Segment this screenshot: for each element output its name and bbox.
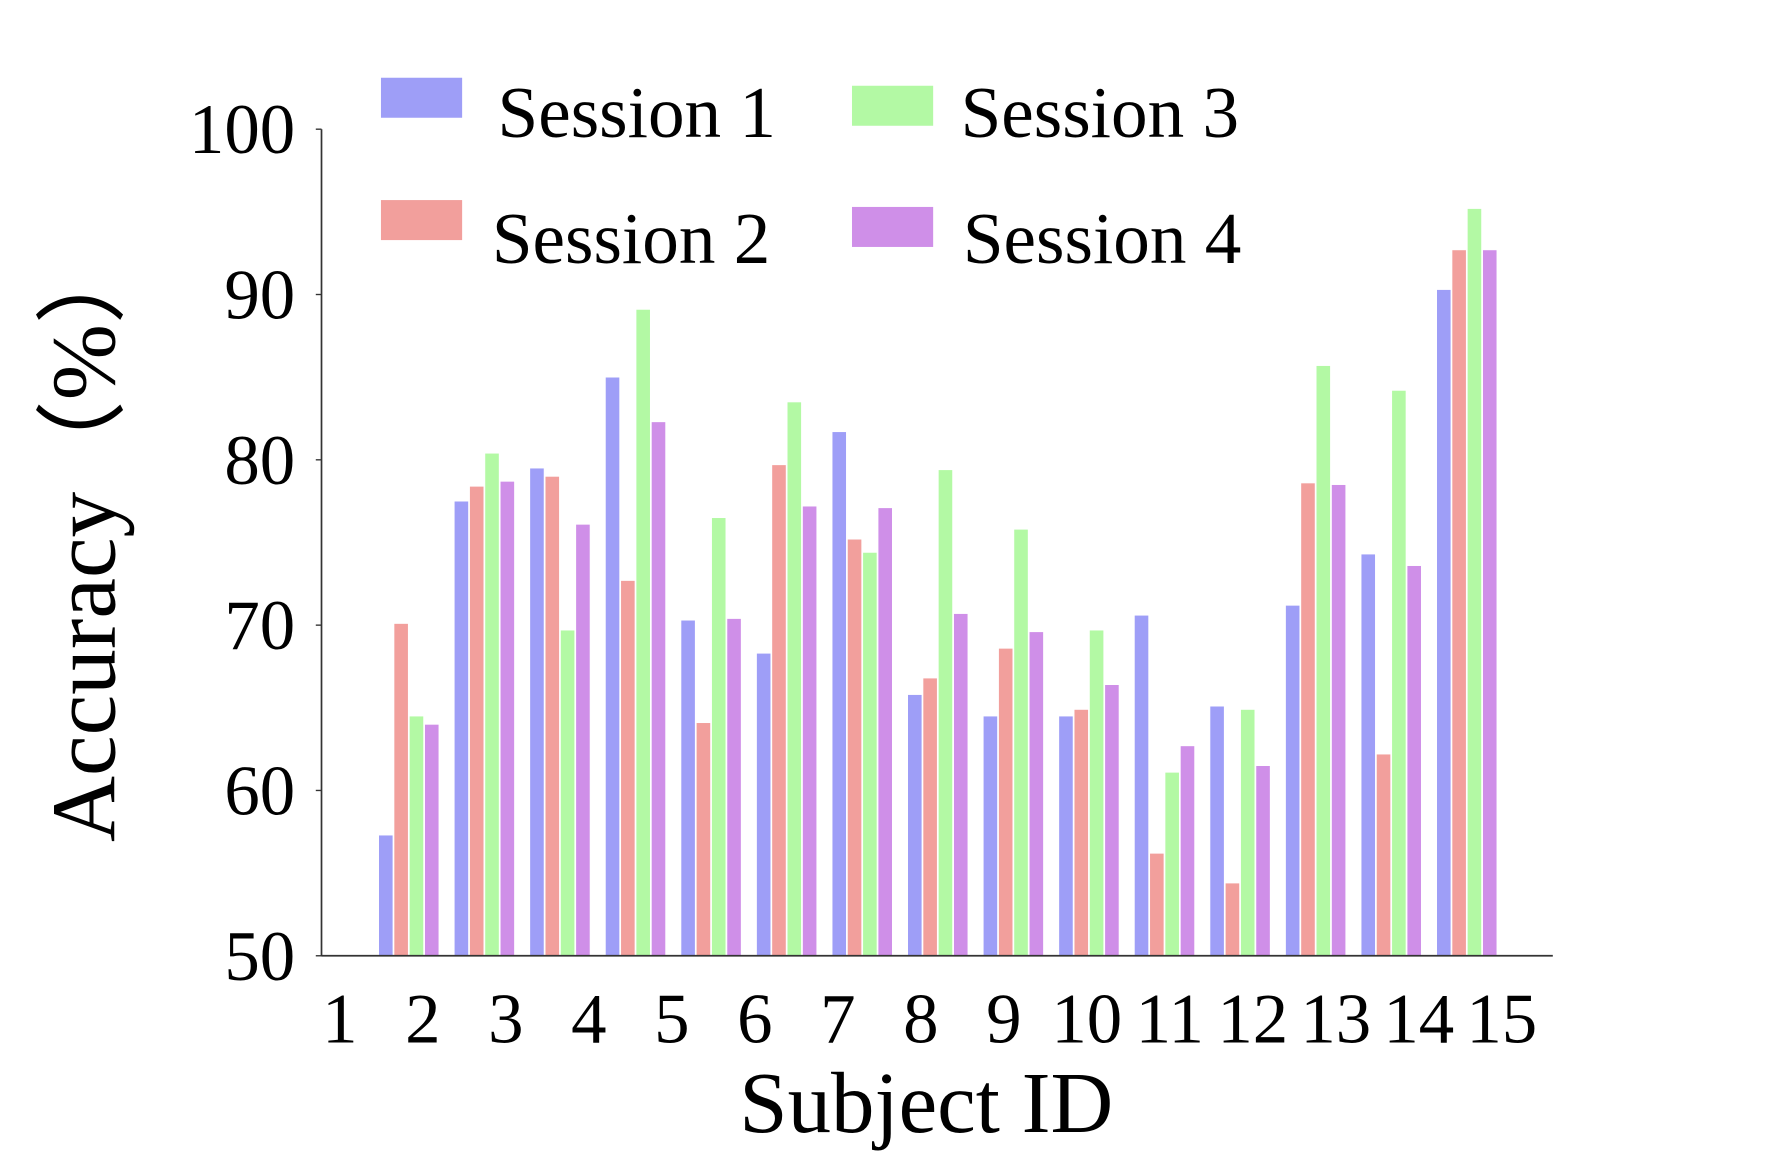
bar-session-2-subject-7 (847, 538, 863, 957)
bar-session-2-subject-10 (1073, 709, 1089, 957)
bar-session-3-subject-13 (1315, 365, 1331, 957)
x-tick-label: 7 (820, 981, 855, 1059)
legend-swatch (851, 85, 934, 126)
bar-session-2-subject-2 (469, 485, 485, 957)
legend-swatch (380, 77, 463, 118)
x-tick-label: 14 (1383, 981, 1454, 1059)
legend-swatch (851, 206, 934, 247)
legend-swatch (380, 200, 463, 241)
x-tick-label: 5 (654, 981, 689, 1059)
bar-session-4-subject-1 (424, 723, 440, 957)
bar-session-3-subject-11 (1164, 771, 1180, 957)
bar-session-3-subject-8 (937, 469, 953, 957)
x-tick-label: 11 (1136, 981, 1204, 1059)
bar-session-2-subject-13 (1300, 482, 1316, 957)
bar-session-3-subject-6 (786, 401, 802, 957)
bar-session-2-subject-8 (922, 677, 938, 957)
bar-session-1-subject-3 (529, 467, 545, 957)
bar-session-4-subject-6 (802, 505, 818, 957)
bar-session-1-subject-13 (1285, 604, 1301, 957)
bar-session-2-subject-3 (544, 476, 560, 957)
y-tick-label: 50 (224, 918, 295, 996)
bar-session-4-subject-13 (1331, 484, 1347, 957)
legend-label: Session 4 (963, 198, 1241, 279)
bar-session-2-subject-5 (695, 722, 711, 957)
legend: Session 1 Session 2 Session 3 Session 4 (380, 72, 1241, 279)
bar-session-4-subject-8 (953, 613, 969, 957)
y-tick-label: 100 (189, 91, 295, 169)
legend-label: Session 2 (492, 198, 770, 279)
bar-session-3-subject-1 (408, 715, 424, 957)
legend-label: Session 3 (961, 72, 1239, 153)
bar-session-1-subject-12 (1209, 705, 1225, 957)
x-tick-label: 2 (405, 981, 440, 1059)
bar-session-3-subject-9 (1013, 528, 1029, 957)
bar-session-2-subject-14 (1376, 753, 1392, 957)
x-tick-label: 1 (322, 981, 357, 1059)
x-tick-label: 6 (737, 981, 772, 1059)
bar-session-4-subject-12 (1255, 765, 1271, 957)
bar-session-4-subject-2 (499, 480, 515, 957)
x-tick-label: 4 (571, 981, 606, 1059)
y-tick-label: 70 (224, 587, 295, 665)
x-tick-label: 8 (903, 981, 938, 1059)
bar-session-1-subject-2 (453, 500, 469, 957)
bar-session-4-subject-5 (726, 618, 742, 957)
x-axis-label: Subject ID (739, 1055, 1113, 1151)
bar-session-1-subject-8 (907, 694, 923, 957)
bar-session-3-subject-2 (484, 452, 500, 957)
legend-label: Session 1 (498, 72, 776, 153)
bar-session-1-subject-5 (680, 619, 696, 957)
bar-session-1-subject-14 (1360, 553, 1376, 957)
bar-session-2-subject-15 (1451, 249, 1467, 957)
bar-session-2-subject-6 (771, 464, 787, 957)
bar-session-4-subject-9 (1028, 631, 1044, 957)
bar-session-3-subject-14 (1391, 390, 1407, 957)
bar-session-3-subject-12 (1240, 709, 1256, 957)
x-tick-label: 12 (1217, 981, 1288, 1059)
y-axis-label: Accuracy（%） (33, 233, 135, 842)
y-tick-label: 90 (224, 257, 295, 335)
bar-session-4-subject-14 (1406, 565, 1422, 957)
bar-session-2-subject-12 (1224, 882, 1240, 957)
bar-session-4-subject-11 (1179, 745, 1195, 957)
bar-session-1-subject-7 (831, 431, 847, 957)
bar-session-3-subject-10 (1089, 629, 1105, 957)
bar-session-3-subject-5 (711, 517, 727, 957)
bar-session-1-subject-11 (1134, 614, 1150, 957)
bars (378, 208, 1498, 957)
y-ticks: 50 60 70 80 90 100 (189, 91, 322, 996)
bar-session-1-subject-1 (378, 834, 394, 957)
bar-session-4-subject-7 (877, 507, 893, 957)
x-tick-label: 9 (986, 981, 1021, 1059)
bar-session-1-subject-15 (1436, 289, 1452, 957)
bar-session-3-subject-7 (862, 552, 878, 957)
bar-session-2-subject-4 (620, 580, 636, 957)
x-ticks: 1 2 3 4 5 6 7 8 9 10 11 12 13 14 15 (322, 981, 1537, 1059)
bar-session-2-subject-1 (393, 623, 409, 957)
bar-session-1-subject-10 (1058, 715, 1074, 957)
bar-session-3-subject-3 (560, 629, 576, 957)
bar-session-2-subject-9 (998, 647, 1014, 957)
bar-session-1-subject-6 (756, 652, 772, 957)
bar-session-4-subject-3 (575, 523, 591, 957)
x-tick-label: 10 (1051, 981, 1122, 1059)
bar-session-4-subject-15 (1482, 249, 1498, 957)
y-tick-label: 60 (224, 752, 295, 830)
bar-session-1-subject-9 (982, 715, 998, 957)
bar-session-3-subject-15 (1466, 208, 1482, 957)
bar-session-2-subject-11 (1149, 852, 1165, 957)
x-tick-label: 15 (1466, 981, 1537, 1059)
bar-session-1-subject-4 (605, 376, 621, 957)
x-tick-label: 3 (488, 981, 523, 1059)
bar-session-3-subject-4 (635, 309, 651, 957)
bar-session-4-subject-10 (1104, 684, 1120, 957)
x-tick-label: 13 (1300, 981, 1371, 1059)
bar-session-4-subject-4 (650, 421, 666, 957)
y-tick-label: 80 (224, 422, 295, 500)
